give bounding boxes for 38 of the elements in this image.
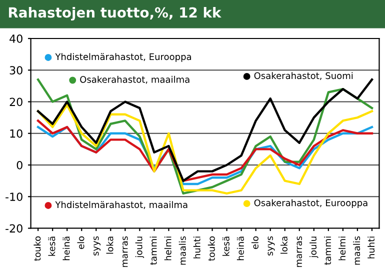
x-tick-label: syys xyxy=(268,236,275,256)
legend-label: Osakerahastot, maailma xyxy=(80,76,190,84)
x-tick-label: marras xyxy=(296,236,302,267)
y-tick-label: -10 xyxy=(6,192,22,202)
legend-label: Yhdistelmärahastot, Eurooppa xyxy=(55,53,191,62)
x-tick-label: touko xyxy=(208,236,215,261)
y-tick-label: 20 xyxy=(10,98,22,106)
line-series xyxy=(36,104,374,195)
x-tick-label: kesä xyxy=(48,236,56,256)
x-tick-label: heinä xyxy=(62,236,70,260)
legend-label: Osakerahastot, Suomi xyxy=(254,72,353,80)
x-tick-label: helmi xyxy=(338,236,346,260)
x-tick-label: syys xyxy=(94,236,100,256)
x-tick-label: joulu xyxy=(310,236,318,258)
x-tick-label: touko xyxy=(34,236,41,261)
x-tick-label: loka xyxy=(280,236,288,254)
x-tick-label: elo xyxy=(251,236,258,249)
x-tick-label: maalis xyxy=(353,236,360,265)
x-tick-label: huhti xyxy=(368,236,375,258)
y-tick-label: 0 xyxy=(16,160,22,170)
x-tick-label: maalis xyxy=(178,236,186,265)
y-tick-label: 30 xyxy=(10,66,22,75)
legend-label: Yhdistelmärahastot, maailma xyxy=(55,201,188,210)
x-tick-label: loka xyxy=(106,236,114,254)
x-tick-label: joulu xyxy=(135,236,144,258)
x-tick-label: marras xyxy=(122,236,128,267)
x-tick-label: heinä xyxy=(236,236,244,260)
y-tick-label: -20 xyxy=(6,224,22,233)
x-tick-label: helmi xyxy=(164,236,172,260)
x-tick-label: tammi xyxy=(150,236,157,265)
x-tick-label: tammi xyxy=(324,236,332,265)
y-tick-label: 40 xyxy=(10,34,22,43)
x-tick-label: huhti xyxy=(193,236,200,258)
x-tick-label: kesä xyxy=(222,236,230,256)
chart-title: Rahastojen tuotto,%, 12 kk xyxy=(8,6,222,21)
x-tick-label: elo xyxy=(77,236,84,249)
legend-label: Osakerahastot, Eurooppa xyxy=(254,199,368,208)
y-tick-label: 10 xyxy=(10,129,22,138)
